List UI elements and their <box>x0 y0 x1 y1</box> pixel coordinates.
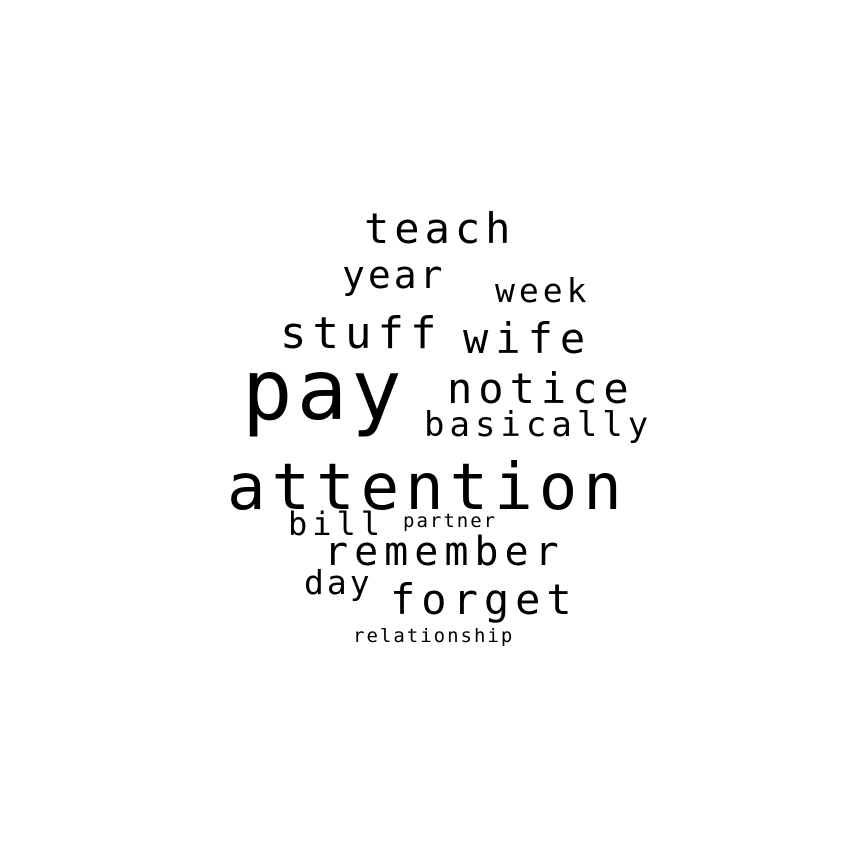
word-bill: bill <box>288 505 386 543</box>
word-forget: forget <box>390 575 578 624</box>
word-notice: notice <box>447 364 635 413</box>
word-stuff: stuff <box>280 308 443 359</box>
word-teach: teach <box>364 204 516 253</box>
word-partner: partner <box>403 510 498 532</box>
word-year: year <box>342 253 446 297</box>
word-wife: wife <box>463 314 593 363</box>
word-attention: attention <box>227 451 628 525</box>
word-day: day <box>304 563 373 602</box>
word-relationship: relationship <box>353 625 515 647</box>
word-remember: remember <box>324 529 565 575</box>
word-basically: basically <box>424 405 654 445</box>
word-week: week <box>495 271 591 310</box>
word-pay: pay <box>242 341 406 439</box>
